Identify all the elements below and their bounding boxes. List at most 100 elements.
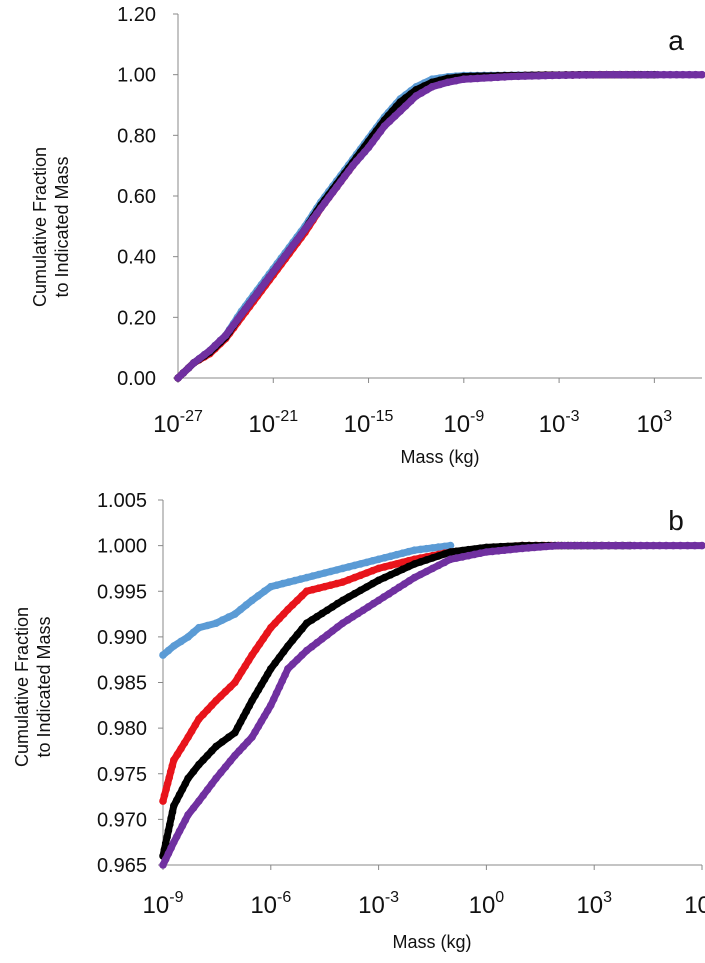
data-point xyxy=(521,72,529,80)
data-point xyxy=(225,326,234,335)
data-point xyxy=(248,596,256,605)
data-point xyxy=(161,839,170,848)
data-point xyxy=(434,543,443,551)
data-point xyxy=(267,582,275,591)
data-point xyxy=(288,636,297,645)
series-purple xyxy=(159,541,705,869)
data-point xyxy=(291,576,299,585)
data-point xyxy=(242,601,251,609)
data-point xyxy=(212,742,220,751)
series-line xyxy=(159,542,705,869)
data-point xyxy=(500,546,509,554)
data-point xyxy=(374,576,383,585)
y-tick-label: 0.80 xyxy=(117,125,156,147)
data-point xyxy=(309,215,317,223)
data-point xyxy=(630,541,639,550)
data-point xyxy=(396,98,405,106)
data-point xyxy=(653,70,662,79)
data-point xyxy=(265,273,274,281)
data-point xyxy=(326,567,335,576)
data-point xyxy=(676,541,685,550)
data-point xyxy=(562,71,570,79)
data-point xyxy=(221,763,230,771)
data-point xyxy=(679,70,687,79)
data-point xyxy=(253,289,262,297)
data-point xyxy=(267,701,275,710)
data-point xyxy=(177,637,185,646)
panel-a-plot: 0.00 0.20 0.40 0.60 0.80 1.00 1.20 10-27 10-21 10… xyxy=(117,4,705,438)
data-point xyxy=(252,645,260,654)
data-point xyxy=(428,554,437,562)
panel-a-ylabel-line1: Cumulative Fraction xyxy=(30,147,50,307)
data-point xyxy=(554,541,563,550)
data-point xyxy=(184,733,192,741)
panel-b-ylabel-line2: to Indicated Mass xyxy=(34,616,54,757)
data-point xyxy=(374,555,383,564)
data-point xyxy=(203,621,212,630)
data-point xyxy=(221,331,230,340)
data-point xyxy=(308,572,317,580)
data-point xyxy=(168,808,177,816)
data-point xyxy=(177,744,185,753)
data-point xyxy=(275,653,284,662)
data-point xyxy=(602,70,611,79)
data-point xyxy=(404,547,413,556)
y-tick-label: 1.00 xyxy=(117,65,156,87)
data-point xyxy=(245,299,254,308)
y-tick-label: 1.20 xyxy=(117,4,156,26)
data-point xyxy=(660,70,668,79)
data-point xyxy=(278,677,287,685)
data-point xyxy=(500,73,509,81)
data-point xyxy=(293,630,302,639)
panel-a: a Cumulative Fraction to Indicated Mass … xyxy=(30,4,705,467)
data-point xyxy=(261,278,270,287)
data-point xyxy=(541,71,550,80)
data-point xyxy=(669,541,678,550)
data-point xyxy=(434,561,443,570)
data-point xyxy=(460,75,468,83)
data-point xyxy=(446,541,455,550)
data-point xyxy=(224,613,233,621)
data-point xyxy=(257,284,266,292)
data-point xyxy=(380,563,389,571)
data-point xyxy=(159,861,167,869)
data-point xyxy=(212,774,220,783)
data-point xyxy=(325,193,333,202)
data-point xyxy=(362,583,371,591)
data-point xyxy=(190,359,198,367)
data-point xyxy=(212,696,220,705)
data-point xyxy=(440,550,449,558)
data-point xyxy=(298,651,306,659)
data-point xyxy=(269,695,278,703)
data-point xyxy=(452,76,460,85)
data-point xyxy=(643,541,651,550)
data-point xyxy=(255,640,264,648)
x-tick-label: 106 xyxy=(684,889,705,919)
data-point xyxy=(164,827,173,835)
data-point xyxy=(259,634,268,643)
data-point xyxy=(166,820,174,829)
data-point xyxy=(208,780,216,788)
data-point xyxy=(340,172,349,181)
data-point xyxy=(596,71,604,79)
data-point xyxy=(579,541,588,550)
data-point xyxy=(338,596,347,605)
data-point xyxy=(164,646,173,655)
x-tick-label: 10-9 xyxy=(143,889,184,919)
data-point xyxy=(589,71,597,79)
data-point xyxy=(560,541,569,550)
data-point xyxy=(609,70,617,79)
data-point xyxy=(318,635,326,643)
data-point xyxy=(333,183,341,191)
panel-a-label: a xyxy=(668,25,684,56)
data-point xyxy=(273,581,281,589)
y-tick-label: 0.20 xyxy=(117,307,156,329)
data-point xyxy=(187,727,196,735)
data-point xyxy=(615,70,624,79)
data-point xyxy=(494,73,502,82)
data-point xyxy=(344,167,353,175)
data-point xyxy=(168,762,177,770)
data-point xyxy=(628,70,636,79)
data-point xyxy=(159,651,167,659)
data-point xyxy=(624,541,632,550)
